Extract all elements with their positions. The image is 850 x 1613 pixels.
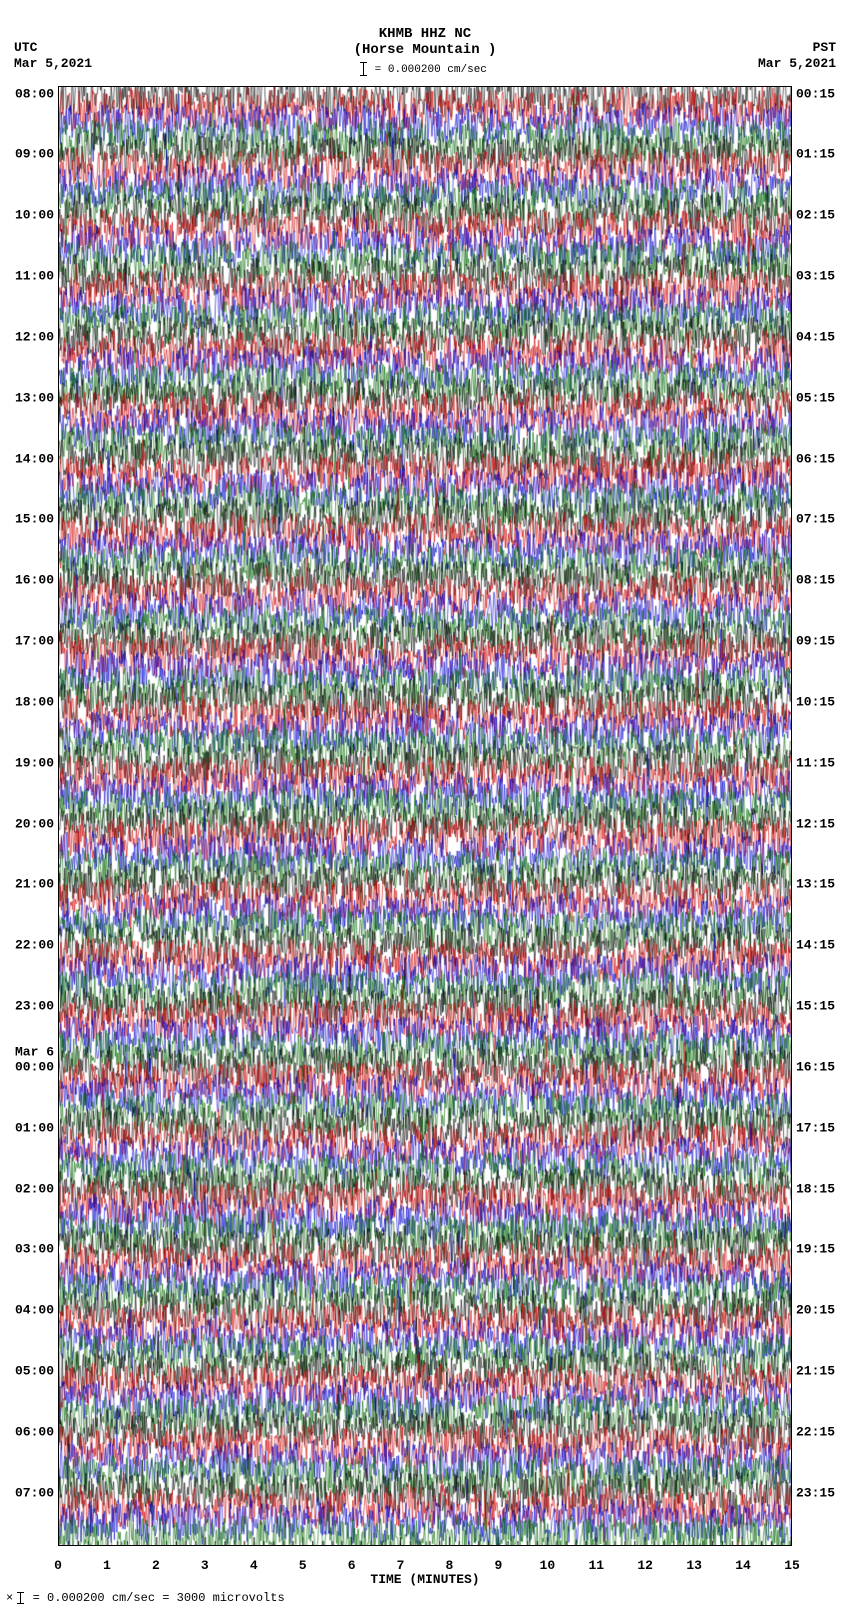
scale-bar-icon [363, 62, 364, 76]
time-label: 16:15 [796, 1059, 835, 1074]
time-label: 20:00 [15, 816, 54, 831]
x-tick-label: 0 [54, 1558, 62, 1573]
time-label: 20:15 [796, 1303, 835, 1318]
time-label: 22:15 [796, 1424, 835, 1439]
x-tick-label: 12 [637, 1558, 653, 1573]
time-label: 21:00 [15, 877, 54, 892]
time-label: 05:15 [796, 390, 835, 405]
x-tick-label: 5 [299, 1558, 307, 1573]
location-subtitle: (Horse Mountain ) [0, 42, 850, 58]
time-label: 00:15 [796, 86, 835, 101]
time-label: 23:15 [796, 1485, 835, 1500]
time-label: 12:00 [15, 329, 54, 344]
time-label: 06:00 [15, 1424, 54, 1439]
time-label: 23:00 [15, 999, 54, 1014]
x-tick-label: 14 [735, 1558, 751, 1573]
time-label: 01:00 [15, 1120, 54, 1135]
time-label: 12:15 [796, 816, 835, 831]
time-label: 19:00 [15, 755, 54, 770]
time-label: 07:00 [15, 1485, 54, 1500]
time-label: 05:00 [15, 1364, 54, 1379]
time-label: 09:00 [15, 147, 54, 162]
time-label: 16:00 [15, 573, 54, 588]
time-label: 08:15 [796, 573, 835, 588]
date-break-label: Mar 6 [15, 1044, 54, 1059]
x-tick-label: 13 [686, 1558, 702, 1573]
x-tick-label: 3 [201, 1558, 209, 1573]
time-label: 22:00 [15, 938, 54, 953]
time-label: 11:15 [796, 755, 835, 770]
scale-bar-icon [20, 1592, 21, 1604]
time-label: 18:00 [15, 694, 54, 709]
time-label: 03:00 [15, 1242, 54, 1257]
time-label: 06:15 [796, 451, 835, 466]
scale-text: = 0.000200 cm/sec [368, 64, 487, 76]
x-tick-label: 4 [250, 1558, 258, 1573]
seismogram-canvas [59, 87, 791, 1545]
time-label: 10:15 [796, 694, 835, 709]
scale-reference: = 0.000200 cm/sec [0, 62, 850, 76]
timezone-right: PST [813, 40, 836, 55]
pst-hour-labels: 00:15 01:15 02:15 03:15 04:15 05:15 06:15 07:15… [794, 86, 848, 1546]
time-label: 01:15 [796, 147, 835, 162]
time-label: 14:00 [15, 451, 54, 466]
date-left: Mar 5,2021 [14, 56, 92, 71]
footer-text: = 0.000200 cm/sec = 3000 microvolts [25, 1591, 284, 1605]
time-label: 08:00 [15, 86, 54, 101]
footer-prefix: × [6, 1591, 13, 1605]
x-tick-label: 6 [348, 1558, 356, 1573]
x-tick-label: 10 [540, 1558, 556, 1573]
x-tick-label: 1 [103, 1558, 111, 1573]
time-label: 04:15 [796, 329, 835, 344]
x-tick-label: 15 [784, 1558, 800, 1573]
time-label: 11:00 [15, 269, 54, 284]
time-label: 02:15 [796, 208, 835, 223]
x-tick-label: 7 [397, 1558, 405, 1573]
time-label: 07:15 [796, 512, 835, 527]
time-label: 02:00 [15, 1181, 54, 1196]
time-label: 21:15 [796, 1364, 835, 1379]
station-title: KHMB HHZ NC [0, 26, 850, 42]
date-right: Mar 5,2021 [758, 56, 836, 71]
time-label: 13:15 [796, 877, 835, 892]
time-label: 15:00 [15, 512, 54, 527]
header: KHMB HHZ NC (Horse Mountain ) = 0.000200… [0, 0, 850, 80]
time-label: 00:00 [15, 1059, 54, 1074]
time-label: 04:00 [15, 1303, 54, 1318]
time-label: 09:15 [796, 634, 835, 649]
x-tick-label: 9 [494, 1558, 502, 1573]
time-label: 18:15 [796, 1181, 835, 1196]
time-label: 15:15 [796, 999, 835, 1014]
utc-hour-labels: 08:00 09:00 10:00 11:00 12:00 13:00 14:00 15:00… [2, 86, 56, 1546]
time-label: 13:00 [15, 390, 54, 405]
helicorder-plot [58, 86, 792, 1546]
time-label: 03:15 [796, 269, 835, 284]
timezone-left: UTC [14, 40, 37, 55]
time-label: 19:15 [796, 1242, 835, 1257]
x-axis: TIME (MINUTES) 0123456789101112131415 [58, 1548, 792, 1584]
x-tick-label: 2 [152, 1558, 160, 1573]
time-label: 17:15 [796, 1120, 835, 1135]
x-axis-title: TIME (MINUTES) [58, 1572, 792, 1587]
time-label: 14:15 [796, 938, 835, 953]
x-tick-label: 11 [588, 1558, 604, 1573]
footer-scale: × = 0.000200 cm/sec = 3000 microvolts [6, 1591, 285, 1605]
time-label: 10:00 [15, 208, 54, 223]
time-label: 17:00 [15, 634, 54, 649]
x-tick-label: 8 [446, 1558, 454, 1573]
